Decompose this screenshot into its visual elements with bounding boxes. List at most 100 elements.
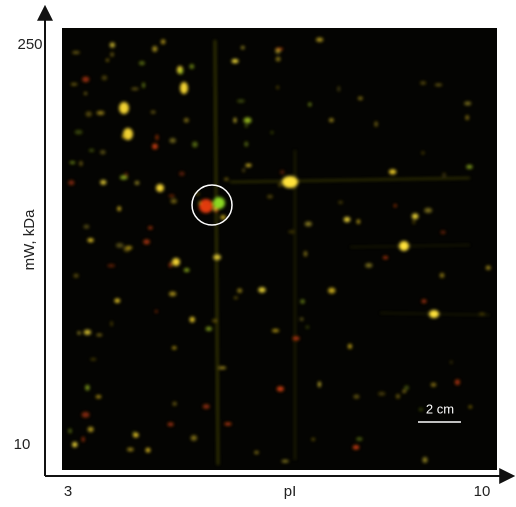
gel-spot bbox=[420, 81, 427, 85]
gel-spot bbox=[85, 384, 90, 391]
gel-spot bbox=[464, 101, 472, 106]
gel-spot bbox=[347, 343, 352, 349]
gel-spot bbox=[316, 37, 324, 42]
gel-spot bbox=[167, 422, 174, 427]
gel-spot bbox=[258, 287, 266, 293]
gel-spot bbox=[430, 382, 437, 387]
gel-spot bbox=[109, 42, 116, 48]
gel-spot bbox=[421, 299, 427, 304]
gel-spot bbox=[356, 437, 363, 441]
gel-spot bbox=[338, 201, 343, 204]
gel-spot bbox=[450, 360, 453, 364]
gel-spot bbox=[205, 326, 212, 331]
gel-spot bbox=[267, 194, 273, 199]
gel-spot bbox=[170, 198, 177, 204]
gel-spot bbox=[100, 150, 106, 155]
gel-spot bbox=[134, 180, 140, 185]
gel-spot bbox=[422, 457, 428, 463]
gel-spot bbox=[466, 164, 473, 169]
gel-spot bbox=[241, 46, 245, 50]
gel-spot bbox=[100, 179, 107, 185]
gel-spot bbox=[81, 411, 90, 418]
gel-spot bbox=[183, 118, 189, 123]
gel-spot bbox=[305, 325, 310, 329]
gel-spot bbox=[411, 213, 419, 220]
gel-spot bbox=[421, 151, 425, 155]
gel-spot bbox=[358, 96, 363, 100]
gel-spot bbox=[110, 52, 114, 57]
gel-spot bbox=[485, 265, 491, 270]
gel-spot bbox=[190, 435, 198, 441]
gel-spot bbox=[68, 180, 75, 186]
gel-spot bbox=[84, 92, 87, 95]
gel-spot bbox=[270, 131, 274, 134]
gel-spot bbox=[280, 170, 285, 175]
gel-spot bbox=[90, 358, 97, 361]
gel-spot bbox=[160, 39, 166, 45]
gel-spot bbox=[343, 216, 351, 223]
gel-spot bbox=[87, 238, 94, 243]
gel-spot bbox=[244, 124, 248, 128]
gel-spot bbox=[402, 390, 406, 393]
gel-spot bbox=[205, 202, 213, 205]
gel-spot bbox=[70, 83, 78, 86]
gel-spot bbox=[155, 134, 159, 141]
gel-spot bbox=[87, 426, 94, 433]
gel-spot bbox=[69, 161, 76, 164]
gel-spot bbox=[365, 263, 373, 268]
y-top-label: 250 bbox=[17, 36, 42, 53]
gel-spot bbox=[106, 58, 109, 62]
gel-spot bbox=[303, 250, 308, 257]
gel-spot bbox=[244, 141, 248, 147]
x-left-label: 3 bbox=[64, 483, 72, 500]
scale-bar-label: 2 cm bbox=[426, 401, 454, 416]
gel-spot bbox=[465, 115, 469, 120]
gel-spot bbox=[434, 83, 443, 86]
gel-spot bbox=[304, 221, 312, 227]
gel-spot bbox=[83, 224, 90, 229]
gel-spot bbox=[213, 254, 222, 260]
gel-spot bbox=[95, 395, 102, 399]
gel-spot bbox=[311, 437, 315, 441]
gel-spot bbox=[233, 296, 238, 300]
gel-spot bbox=[169, 138, 176, 143]
gel-spot bbox=[353, 394, 360, 399]
gel-spot bbox=[178, 68, 184, 75]
gel-spot bbox=[377, 392, 386, 396]
gel-spot bbox=[278, 182, 281, 187]
gel-spot bbox=[328, 287, 336, 294]
gel-spot bbox=[73, 273, 79, 278]
y-bottom-label: 10 bbox=[14, 436, 31, 453]
gel-spots bbox=[68, 37, 491, 466]
gel-spot bbox=[192, 141, 198, 148]
gel-spot bbox=[183, 268, 190, 272]
gel-spot bbox=[168, 262, 173, 268]
gel-spot bbox=[143, 239, 150, 245]
gel-spot bbox=[88, 149, 95, 152]
gel-spot bbox=[224, 177, 229, 181]
gel-spot bbox=[352, 445, 360, 450]
gel-spot bbox=[189, 64, 195, 69]
gel-spot bbox=[213, 207, 217, 211]
gel-spot bbox=[145, 447, 151, 453]
gel-spot bbox=[168, 291, 177, 297]
gel-spot bbox=[318, 381, 321, 388]
gel-spot bbox=[107, 264, 116, 268]
gel-spot bbox=[356, 219, 360, 224]
gel-spot bbox=[152, 46, 158, 52]
gel-spot bbox=[211, 319, 218, 323]
gel-spot bbox=[72, 51, 80, 54]
gel-spot bbox=[172, 401, 177, 406]
gel-spot bbox=[114, 298, 121, 303]
x-axis-title: pI bbox=[284, 483, 297, 500]
gel-spot bbox=[117, 206, 121, 212]
gel-spot bbox=[275, 48, 281, 54]
gel-spot bbox=[138, 61, 145, 65]
gel-spot bbox=[131, 87, 139, 90]
gel-spot bbox=[198, 201, 201, 205]
gel-spot bbox=[220, 215, 226, 220]
gel-spot bbox=[308, 102, 312, 107]
gel-spot bbox=[254, 451, 259, 454]
gel-spot bbox=[245, 163, 252, 167]
gel-spot bbox=[454, 379, 460, 386]
